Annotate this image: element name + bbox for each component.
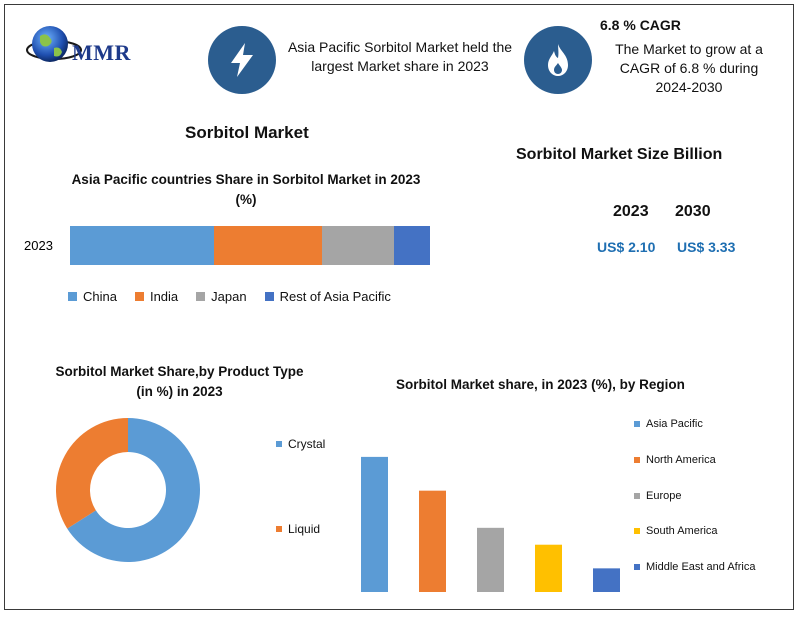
market-size-title: Sorbitol Market Size Billion (516, 146, 723, 163)
highlight-text: Asia Pacific Sorbitol Market held the la… (287, 39, 513, 74)
donut-slice-liquid (56, 418, 129, 529)
legend-swatch-liquid (276, 526, 282, 532)
region-bar-south-america (535, 544, 562, 592)
legend-india: India (134, 289, 178, 304)
stacked-chart-title: Asia Pacific countries Share in Sorbitol… (71, 172, 421, 207)
legend-swatch-middle-east-and-africa (634, 564, 640, 570)
stacked-bar-chart: 2023 (24, 226, 430, 265)
legend-rest-of-asia-pacific: Rest of Asia Pacific (264, 289, 391, 304)
donut-slice-crystal (67, 418, 201, 562)
market-size-year-2023: 2023 (613, 203, 649, 220)
flame-icon (524, 26, 592, 94)
cagr-text: The Market to grow at a CAGR of 6.8 % du… (615, 41, 763, 95)
legend-north-america: North America (634, 454, 716, 466)
legend-asia-pacific: Asia Pacific (634, 418, 703, 430)
stacked-bar-india (214, 226, 322, 265)
stacked-bar-rest-of-asia-pacific (394, 226, 430, 265)
legend-middle-east-and-africa: Middle East and Africa (634, 561, 755, 573)
region-bar-chart (361, 456, 620, 592)
legend-crystal: Crystal (276, 437, 325, 451)
region-bar-north-america (419, 490, 446, 592)
globe-icon (26, 26, 82, 62)
market-size-year-2030: 2030 (675, 203, 711, 220)
infographic-frame (4, 4, 794, 610)
legend-swatch-europe (634, 493, 640, 499)
region-chart-title: Sorbitol Market share, in 2023 (%), by R… (396, 377, 685, 392)
legend-swatch-asia-pacific (634, 421, 640, 427)
region-bar-middle-east-and-africa (593, 568, 620, 592)
legend-liquid: Liquid (276, 522, 320, 536)
mmr-logo: MMR (24, 18, 154, 80)
donut-chart (56, 418, 201, 562)
legend-swatch-crystal (276, 441, 282, 447)
logo-text: MMR (72, 40, 131, 65)
legend-europe: Europe (634, 490, 681, 502)
legend-south-america: South America (634, 525, 718, 537)
legend-swatch-north-america (634, 457, 640, 463)
stacked-bar-china (70, 226, 214, 265)
legend-swatch-japan (196, 292, 206, 301)
legend-swatch-china (68, 292, 77, 301)
legend-swatch-south-america (634, 528, 640, 534)
legend-japan: Japan (196, 289, 247, 304)
legend-china: China (68, 289, 117, 304)
donut-chart-title: Sorbitol Market Share,by Product Type (i… (55, 364, 304, 399)
lightning-icon (208, 26, 276, 94)
stacked-bar-japan (322, 226, 394, 265)
stacked-category-label: 2023 (24, 238, 53, 253)
legend-swatch-rest (264, 292, 274, 301)
region-bar-europe (477, 527, 504, 592)
region-bar-asia-pacific (361, 456, 388, 592)
stacked-legend: China India Japan Rest of Asia Pacific (68, 289, 391, 304)
main-title: Sorbitol Market (185, 123, 309, 142)
cagr-title: 6.8 % CAGR (600, 17, 681, 33)
market-size-value-2023: US$ 2.10 (597, 239, 656, 255)
market-size-value-2030: US$ 3.33 (677, 239, 736, 255)
legend-swatch-india (134, 292, 144, 301)
